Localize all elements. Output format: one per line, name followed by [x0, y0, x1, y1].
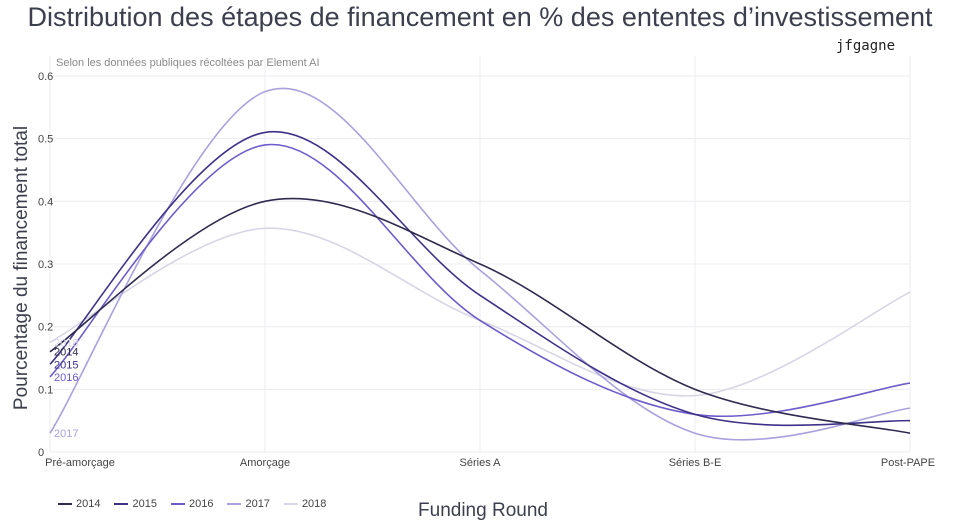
series-label-2016: 2016 — [54, 372, 78, 384]
legend-label: 2016 — [188, 498, 214, 510]
y-tick-label: 0.3 — [38, 259, 53, 271]
series-label-2017: 2017 — [54, 428, 78, 440]
legend-swatch — [227, 503, 242, 505]
series-line-2016 — [49, 143, 911, 418]
legend-label: 2017 — [245, 498, 270, 510]
chart-title: Distribution des étapes de financement e… — [27, 2, 933, 32]
y-tick-label: 0.4 — [38, 196, 53, 208]
y-tick-label: 0.5 — [38, 134, 53, 146]
series-label-2015: 2015 — [54, 359, 78, 371]
legend-item-2014[interactable]: 2014 — [58, 498, 100, 510]
legend-item-2018[interactable]: 2018 — [283, 498, 327, 510]
series-lines — [49, 87, 911, 441]
grid — [49, 56, 911, 453]
legend-item-2016[interactable]: 2016 — [170, 498, 214, 510]
legend-swatch — [283, 503, 298, 505]
legend-label: 2014 — [76, 498, 101, 510]
x-axis-label: Funding Round — [418, 500, 548, 521]
y-tick-label: 0.2 — [38, 322, 53, 334]
axis-ticks: 0 0.1 0.2 0.3 0.4 0.5 0.6 Pré-amorçage Amorçage S… — [38, 71, 935, 469]
legend-swatch — [170, 503, 185, 505]
author-credit: jfgagne — [836, 38, 896, 54]
x-tick-label: Séries A — [460, 457, 502, 469]
series-line-2014 — [49, 197, 911, 434]
chart-subtitle: Selon les données publiques récoltées pa… — [56, 57, 320, 69]
x-tick-label: Pré-amorçage — [45, 457, 115, 469]
x-tick-label: Séries B-E — [669, 457, 722, 469]
series-line-2015 — [49, 130, 911, 427]
legend-item-2017[interactable]: 2017 — [227, 498, 270, 510]
legend-label: 2018 — [301, 498, 327, 510]
y-axis-label: Pourcentage du financement total — [11, 126, 32, 410]
legend-swatch — [58, 503, 72, 505]
legend: 2014 2015 2016 2017 2018 — [58, 498, 326, 510]
x-tick-label: Amorçage — [240, 457, 290, 469]
y-tick-label: 0.6 — [38, 71, 53, 83]
x-tick-label: Post-PAPE — [881, 457, 935, 469]
legend-label: 2015 — [132, 498, 157, 510]
legend-swatch — [114, 503, 129, 505]
y-tick-label: 0 — [38, 447, 44, 459]
legend-item-2015[interactable]: 2015 — [114, 498, 157, 510]
series-label-2018: 2018 — [54, 337, 78, 349]
y-tick-label: 0.1 — [38, 384, 53, 396]
series-label-2014: 2014 — [54, 347, 78, 359]
